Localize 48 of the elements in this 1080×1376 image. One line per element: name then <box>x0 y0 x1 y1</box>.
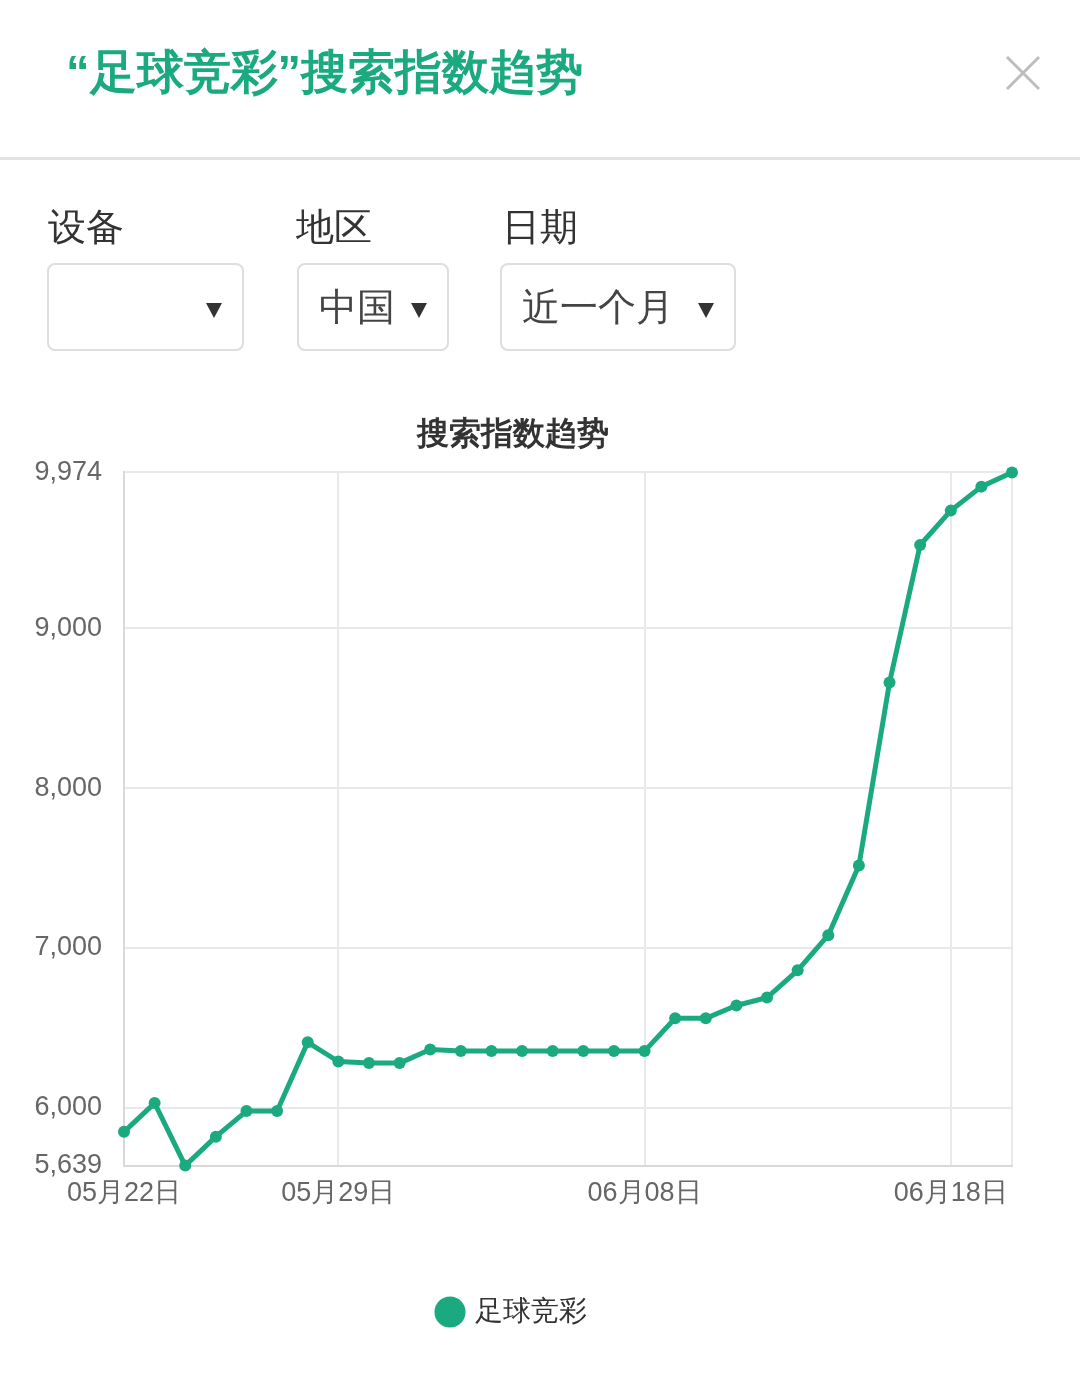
text: 地区 <box>296 205 372 250</box>
point <box>852 859 865 872</box>
point <box>271 1105 284 1118</box>
point <box>546 1045 559 1058</box>
point <box>883 676 896 689</box>
dropdown-field: 近一个月 <box>500 263 736 351</box>
point <box>362 1057 375 1070</box>
legend-label: 足球竞彩 <box>475 1294 587 1326</box>
x-tick-label: 05月29日 <box>281 1177 396 1208</box>
dropdown-field: 中国 <box>297 263 449 351</box>
point <box>944 504 957 517</box>
point <box>240 1105 253 1118</box>
point <box>730 999 743 1012</box>
point <box>975 480 988 493</box>
point <box>485 1045 498 1058</box>
point <box>669 1012 682 1025</box>
x-tick-label: 05月22日 <box>66 1177 182 1208</box>
y-tick-label: 6,000 <box>34 1091 102 1122</box>
point <box>209 1130 222 1143</box>
point <box>393 1057 406 1070</box>
y-tick-label: 8,000 <box>34 771 102 802</box>
point <box>301 1036 314 1049</box>
text: 日期 <box>502 205 578 250</box>
point <box>332 1055 345 1068</box>
x-tick-label: 06月08日 <box>587 1177 702 1208</box>
chart-title: “足球竞彩”搜索指数趋势 <box>66 44 583 100</box>
point <box>638 1045 651 1058</box>
point <box>424 1043 437 1056</box>
y-tick-label: 7,000 <box>34 931 102 962</box>
y-tick-label: 5,639 <box>34 1149 102 1180</box>
x-tick-label: 06月18日 <box>893 1177 1008 1208</box>
point <box>516 1045 529 1058</box>
text: 设备 <box>48 205 124 250</box>
point <box>118 1125 130 1138</box>
chart-subtitle: 搜索指数趋势 <box>416 415 609 452</box>
point <box>179 1159 192 1172</box>
point <box>699 1012 712 1025</box>
point <box>822 929 835 942</box>
point <box>1006 466 1018 479</box>
point <box>761 991 774 1004</box>
point <box>791 964 804 977</box>
point <box>148 1097 161 1110</box>
point <box>454 1045 467 1058</box>
y-tick-label: 9,000 <box>34 611 102 642</box>
y-tick-label: 9,974 <box>34 455 102 486</box>
point <box>607 1045 620 1058</box>
point <box>577 1045 590 1058</box>
point <box>914 539 927 551</box>
